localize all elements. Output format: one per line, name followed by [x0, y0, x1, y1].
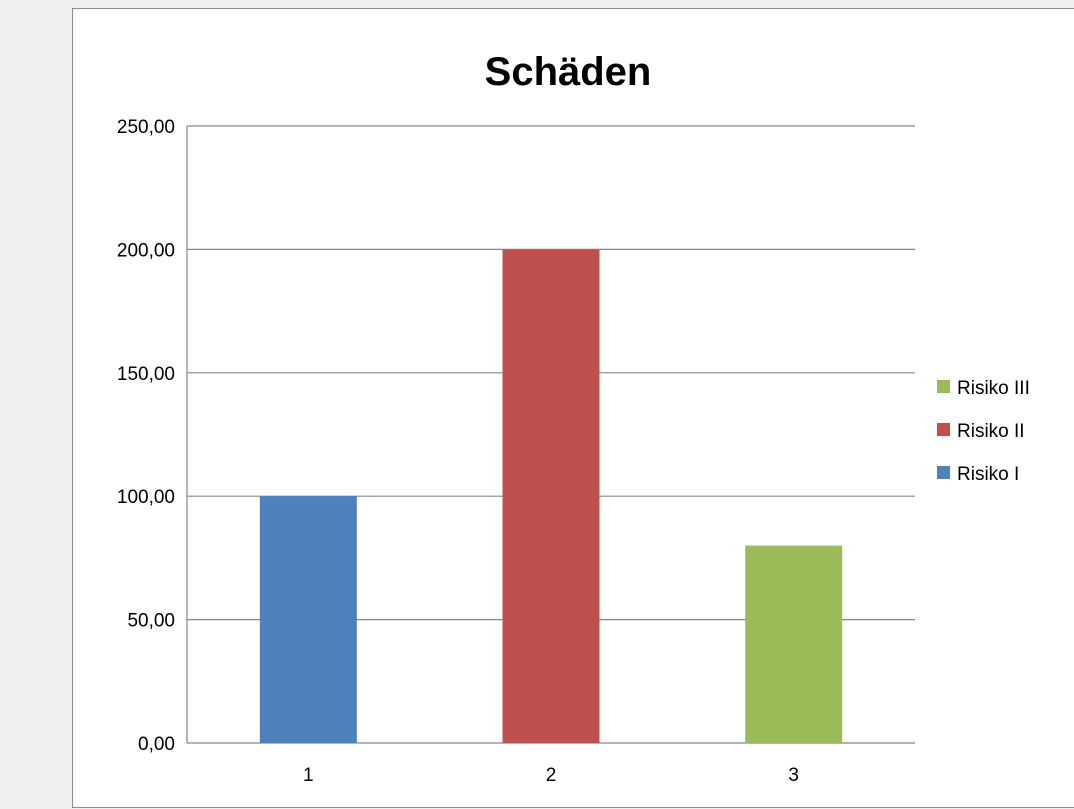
legend-swatch: [937, 380, 950, 393]
x-tick-label: 3: [788, 765, 799, 786]
y-tick-label: 50,00: [127, 611, 175, 632]
x-tick-label: 2: [546, 765, 557, 786]
y-tick-label: 100,00: [117, 487, 175, 508]
bar-risiko-iii: [745, 545, 843, 743]
x-axis-ticks: 1 2 3: [303, 765, 799, 786]
legend-swatch: [937, 423, 950, 436]
x-tick-label: 1: [303, 765, 314, 786]
y-axis-ticks: 0,00 50,00 100,00 150,00 200,00 250,00: [117, 117, 175, 755]
bars: [259, 249, 843, 743]
bar-risiko-i: [259, 496, 357, 743]
chart-area: Schäden 0,00 50,00 100,00 150,00 200,00 250,0…: [72, 8, 1074, 808]
legend-label: Risiko III: [957, 378, 1030, 399]
legend-label: Risiko II: [957, 421, 1025, 442]
legend-swatch: [937, 466, 950, 479]
y-tick-label: 250,00: [117, 117, 175, 138]
bar-risiko-ii: [502, 249, 600, 743]
bar-chart: Schäden 0,00 50,00 100,00 150,00 200,00 250,0…: [117, 50, 1030, 786]
y-tick-label: 200,00: [117, 240, 175, 261]
y-tick-label: 0,00: [138, 734, 175, 755]
legend-label: Risiko I: [957, 464, 1019, 485]
chart-title: Schäden: [485, 50, 652, 94]
legend: Risiko III Risiko II Risiko I: [937, 378, 1030, 485]
y-tick-label: 150,00: [117, 364, 175, 385]
